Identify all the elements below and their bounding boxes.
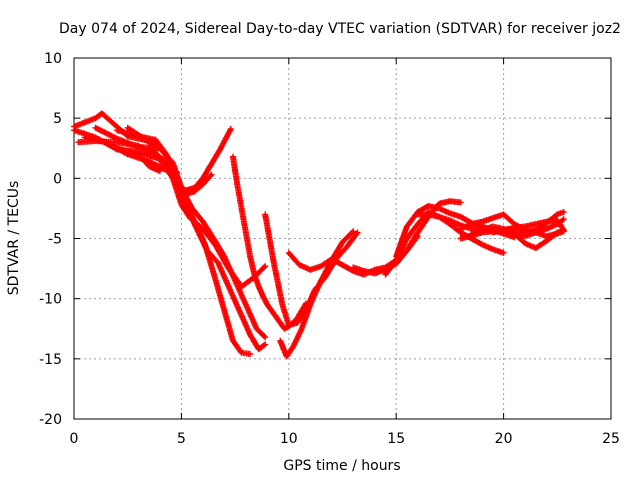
series-track-e xyxy=(92,124,269,341)
y-tick-label: 10 xyxy=(44,51,62,67)
series-markers xyxy=(489,217,567,236)
axis-ticks: 0 5 10 15 20 25 -20 -15 -10 -5 0 5 10 xyxy=(39,51,620,447)
x-tick-label: 5 xyxy=(177,431,186,447)
y-tick-label: -15 xyxy=(39,352,62,368)
x-tick-label: 25 xyxy=(602,431,620,447)
x-tick-label: 15 xyxy=(387,431,405,447)
y-tick-label: -10 xyxy=(39,292,62,308)
x-tick-label: 20 xyxy=(495,431,513,447)
y-tick-label: 0 xyxy=(53,171,62,187)
x-tick-label: 10 xyxy=(280,431,298,447)
gridlines xyxy=(74,58,611,419)
series-track-t xyxy=(489,217,567,236)
series-markers xyxy=(124,124,181,176)
series-markers xyxy=(114,145,163,175)
data-series-layer xyxy=(71,110,567,360)
y-tick-label: -20 xyxy=(39,412,62,428)
x-axis-label: GPS time / hours xyxy=(283,458,400,474)
chart-title: Day 074 of 2024, Sidereal Day-to-day VTE… xyxy=(59,21,621,37)
series-track-g xyxy=(124,124,181,176)
series-track-h xyxy=(114,145,163,175)
y-tick-label: -5 xyxy=(48,232,62,248)
y-axis-label: SDTVAR / TECUs xyxy=(6,181,22,296)
y-tick-label: 5 xyxy=(53,111,62,127)
x-tick-label: 0 xyxy=(70,431,79,447)
series-markers xyxy=(92,124,269,341)
